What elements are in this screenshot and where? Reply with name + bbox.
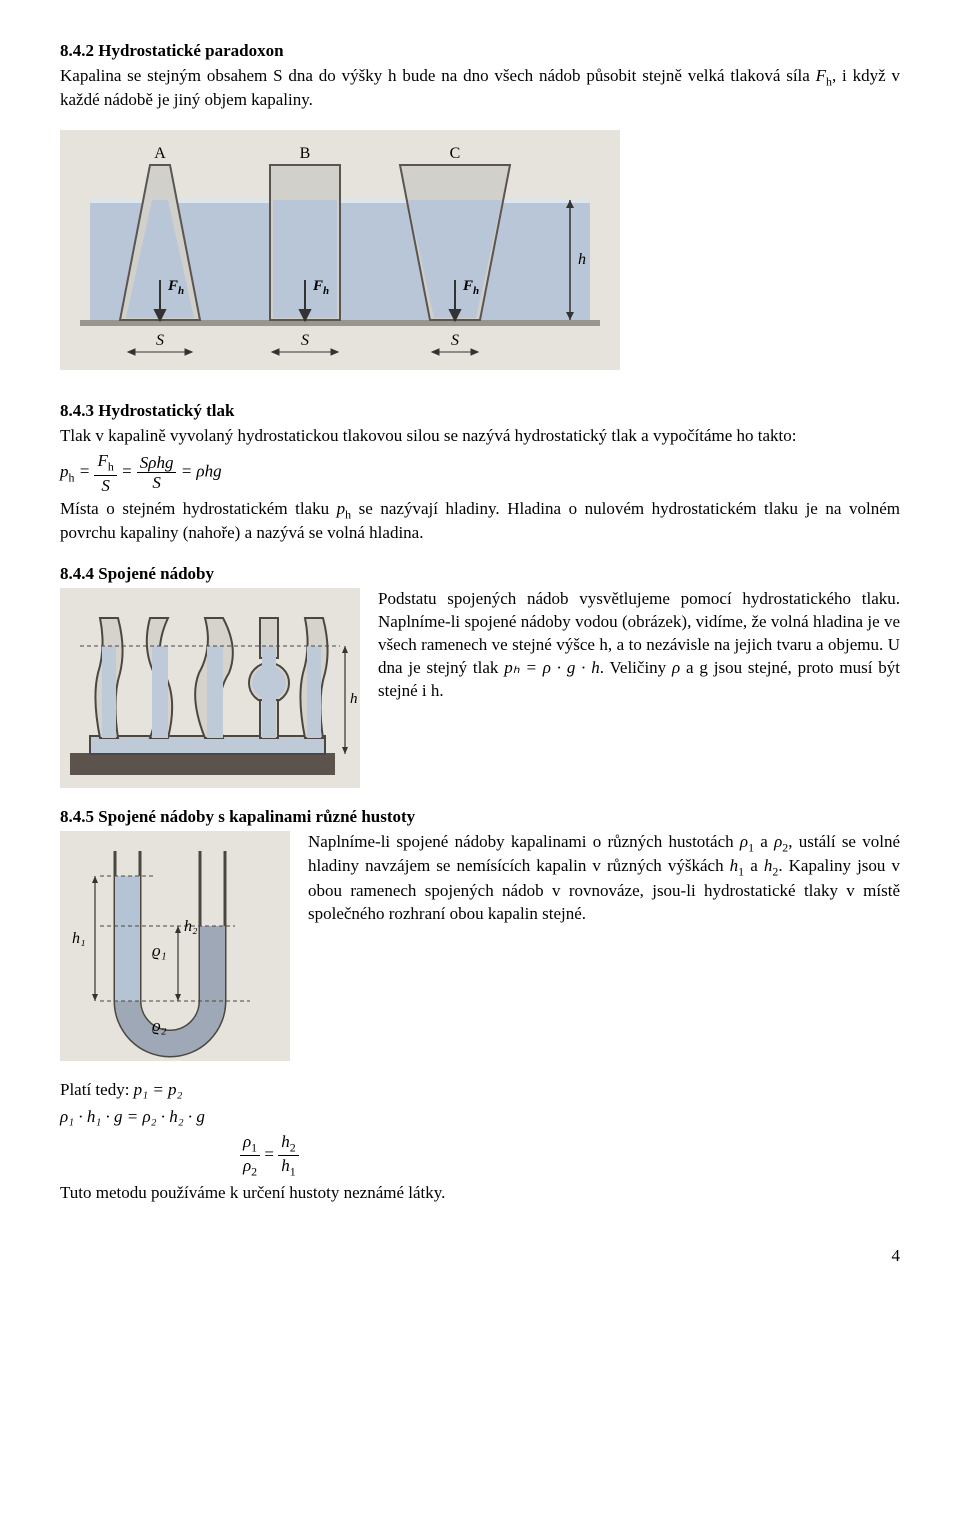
figure-connected: h	[60, 588, 360, 788]
para-843-2: Místa o stejném hydrostatickém tlaku ph …	[60, 498, 900, 545]
heading-842: 8.4.2 Hydrostatické paradoxon	[60, 40, 900, 63]
label-h: h	[578, 251, 586, 268]
label-B: B	[300, 145, 311, 162]
closing: Tuto metodu používáme k určení hustoty n…	[60, 1182, 900, 1205]
heading-845: 8.4.5 Spojené nádoby s kapalinami různé …	[60, 806, 900, 829]
para-843-1: Tlak v kapalině vyvolaný hydrostatickou …	[60, 425, 900, 448]
final-equations: Platí tedy: p₁ = p₂ ρ₁ · h₁ · g = ρ₂ · h…	[60, 1079, 900, 1205]
heading-844: 8.4.4 Spojené nádoby	[60, 563, 900, 586]
eq-844: pₕ = ρ · g · h	[504, 658, 600, 677]
paradox-svg: Fh Fh Fh A B C h S S S	[60, 130, 620, 370]
figure-paradox: Fh Fh Fh A B C h S S S	[60, 130, 900, 370]
label-S-b: S	[301, 332, 309, 349]
section-844: 8.4.4 Spojené nádoby	[60, 563, 900, 788]
label-C: C	[450, 145, 461, 162]
section-845: 8.4.5 Spojené nádoby s kapalinami různé …	[60, 806, 900, 1061]
text-844: Podstatu spojených nádob vysvětlujeme po…	[378, 588, 900, 707]
para-842: Kapalina se stejným obsahem S dna do výš…	[60, 65, 900, 112]
label-S-c: S	[451, 332, 459, 349]
page-number: 4	[60, 1245, 900, 1268]
text: Kapalina se stejným obsahem S dna do výš…	[60, 66, 816, 85]
eq-843: ph = FhS = SρhgS = ρhg	[60, 452, 900, 493]
label-h2: h₂	[184, 918, 198, 935]
text-845: Naplníme-li spojené nádoby kapalinami o …	[308, 831, 900, 930]
label-rho1: ϱ₁	[152, 941, 167, 960]
plati-tedy: Platí tedy: p₁ = p₂	[60, 1079, 900, 1102]
label-A: A	[154, 145, 166, 162]
figure-utube: h₁ h₂ ϱ₁ ϱ₂	[60, 831, 290, 1061]
label-h: h	[350, 691, 358, 707]
section-842: 8.4.2 Hydrostatické paradoxon Kapalina s…	[60, 40, 900, 112]
label-rho2: ϱ₂	[152, 1016, 167, 1035]
eq-balance: ρ₁ · h₁ · g = ρ₂ · h₂ · g	[60, 1106, 900, 1129]
label-S-a: S	[156, 332, 164, 349]
label-h1: h₁	[72, 930, 86, 947]
heading-843: 8.4.3 Hydrostatický tlak	[60, 400, 900, 423]
var-fh: Fh	[816, 66, 832, 85]
section-843: 8.4.3 Hydrostatický tlak Tlak v kapalině…	[60, 400, 900, 545]
eq-ratio: ρ1ρ2 = h2h1	[240, 1133, 900, 1179]
